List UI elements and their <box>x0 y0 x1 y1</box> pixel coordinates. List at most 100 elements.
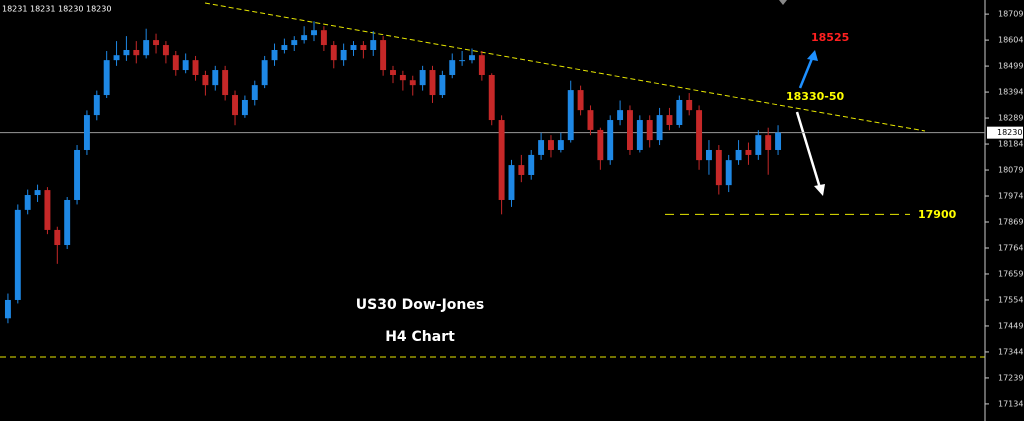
candle-body <box>54 229 61 246</box>
candle-body <box>725 160 732 186</box>
candle-body <box>44 190 51 230</box>
candle-body <box>271 49 278 61</box>
candle-body <box>676 99 683 125</box>
candle-body <box>607 120 614 161</box>
candle-body <box>696 110 703 161</box>
candle-body <box>202 74 209 86</box>
candle-body <box>74 149 81 200</box>
candle-body <box>172 55 179 71</box>
y-tick-label: 17869 <box>998 218 1023 227</box>
candle-body <box>34 190 41 196</box>
candle-body <box>666 115 673 125</box>
y-tick-label: 18604 <box>998 36 1023 45</box>
candle-body <box>113 55 120 61</box>
candle-body <box>153 40 159 46</box>
candle-body <box>311 30 317 36</box>
candle-body <box>399 74 406 81</box>
candle-body <box>597 129 604 161</box>
candle-body <box>64 199 71 246</box>
y-tick-label: 17134 <box>998 399 1023 408</box>
candle-body <box>656 115 663 141</box>
candle-body <box>577 90 584 111</box>
y-tick-label: 17449 <box>998 321 1023 330</box>
candle-body <box>636 120 643 150</box>
candle-body <box>133 49 140 56</box>
up-arrow <box>798 50 818 89</box>
chart-subtitle: H4 Chart <box>385 329 455 345</box>
candle-body <box>291 40 298 46</box>
candle-body <box>646 120 653 141</box>
scroll-marker <box>779 0 787 5</box>
candle-body <box>429 70 436 96</box>
candle-body <box>83 115 90 150</box>
candle-body <box>380 40 387 71</box>
candle-body <box>251 85 258 100</box>
candle-body <box>350 45 357 50</box>
candle-body <box>162 45 169 56</box>
candle-body <box>241 99 248 116</box>
last-price-label: 18230 <box>997 128 1022 137</box>
candle-body <box>123 49 130 56</box>
candle-body <box>587 110 594 130</box>
candle-body <box>212 70 219 86</box>
target-up-label: 18525 <box>811 31 849 44</box>
candle-body <box>469 55 475 61</box>
candle-body <box>567 90 574 141</box>
candle-body <box>301 35 308 41</box>
y-tick-label: 17554 <box>998 295 1023 304</box>
candle-body <box>627 110 633 150</box>
candle-body <box>182 60 189 71</box>
candle-body <box>370 40 377 50</box>
candle-body <box>439 74 446 96</box>
y-tick-label: 18709 <box>998 10 1023 19</box>
candle-body <box>498 120 505 200</box>
candle-body <box>419 70 426 86</box>
candle-body <box>735 149 742 161</box>
trend-line <box>204 2 926 132</box>
candle-body <box>232 95 238 116</box>
y-tick-label: 17239 <box>998 373 1023 382</box>
candle-body <box>488 74 495 121</box>
candle-body <box>390 70 396 75</box>
candle-body <box>557 140 564 150</box>
resistance-label: 18330-50 <box>786 90 844 103</box>
candle-body <box>281 45 288 50</box>
y-tick-label: 18079 <box>998 166 1023 175</box>
ohlc-header: 18231 18231 18230 18230 <box>2 5 111 14</box>
y-tick-label: 17659 <box>998 269 1023 278</box>
candle-body <box>103 60 110 96</box>
down-arrow <box>795 111 825 196</box>
candle-body <box>765 135 772 150</box>
y-tick-label: 17344 <box>998 347 1023 356</box>
candle-body <box>459 60 466 62</box>
candle-body <box>775 132 782 150</box>
candle-body <box>538 140 545 155</box>
candle-body <box>192 60 199 75</box>
candle-body <box>518 165 525 175</box>
candle-body <box>449 60 456 75</box>
candle-body <box>222 70 229 96</box>
y-tick-label: 18394 <box>998 88 1023 97</box>
candle-body <box>745 149 752 155</box>
candle-body <box>686 99 693 111</box>
candle-body <box>320 30 327 46</box>
candle-body <box>14 209 21 300</box>
candle-body <box>409 80 416 86</box>
y-tick-label: 18184 <box>998 140 1023 149</box>
candle-body <box>93 95 100 116</box>
y-tick-label: 17764 <box>998 243 1023 252</box>
candle-body <box>705 149 712 161</box>
candle-body <box>261 60 268 86</box>
candle-body <box>330 45 337 61</box>
y-tick-label: 18499 <box>998 62 1023 71</box>
last-price-box <box>987 126 1023 139</box>
y-tick-label: 17974 <box>998 192 1023 201</box>
candle-body <box>715 149 722 186</box>
candle-body <box>548 140 554 150</box>
chart-title: US30 Dow-Jones <box>356 297 484 313</box>
candle-body <box>755 135 762 155</box>
candle-body <box>617 110 624 121</box>
candle-body <box>528 154 535 175</box>
